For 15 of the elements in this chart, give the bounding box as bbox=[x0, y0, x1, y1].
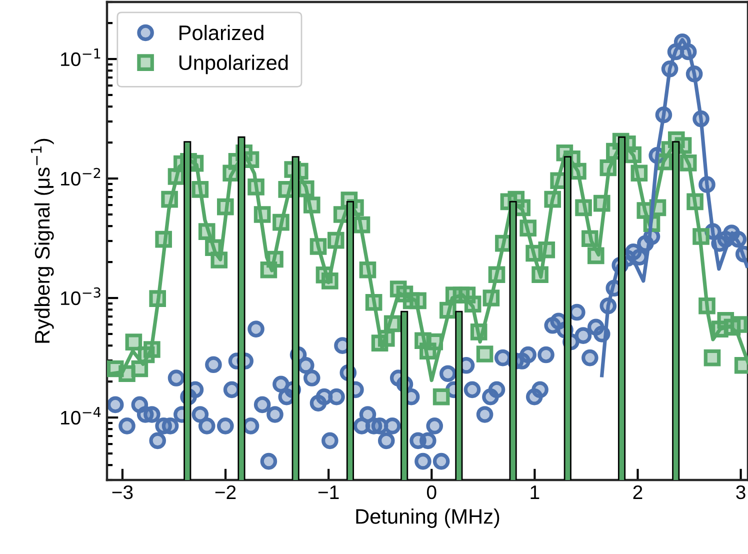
x-axis-title: Detuning (MHz) bbox=[356, 508, 500, 528]
x-tick-label: 0 bbox=[426, 485, 436, 500]
x-tick-label: −1 bbox=[318, 486, 339, 499]
y-axis-title: Rydberg Signal (μs$^{−1}$) bbox=[30, 138, 54, 343]
x-tick-label: 1 bbox=[530, 486, 540, 499]
x-tick-label: 2 bbox=[633, 485, 642, 499]
y-tick-label: 10$^{−3}$ bbox=[61, 287, 100, 306]
legend-label: Unpolarized bbox=[179, 54, 288, 74]
legend-label: Polarized bbox=[180, 24, 264, 40]
x-tick-label: −3 bbox=[112, 485, 133, 500]
y-tick-label: 10$^{−4}$ bbox=[61, 407, 101, 425]
x-tick-label: 3 bbox=[736, 485, 746, 500]
y-tick-label: 10$^{−1}$ bbox=[61, 48, 100, 66]
y-tick-label: 10$^{−2}$ bbox=[61, 168, 100, 186]
x-tick-label: −2 bbox=[215, 485, 236, 499]
